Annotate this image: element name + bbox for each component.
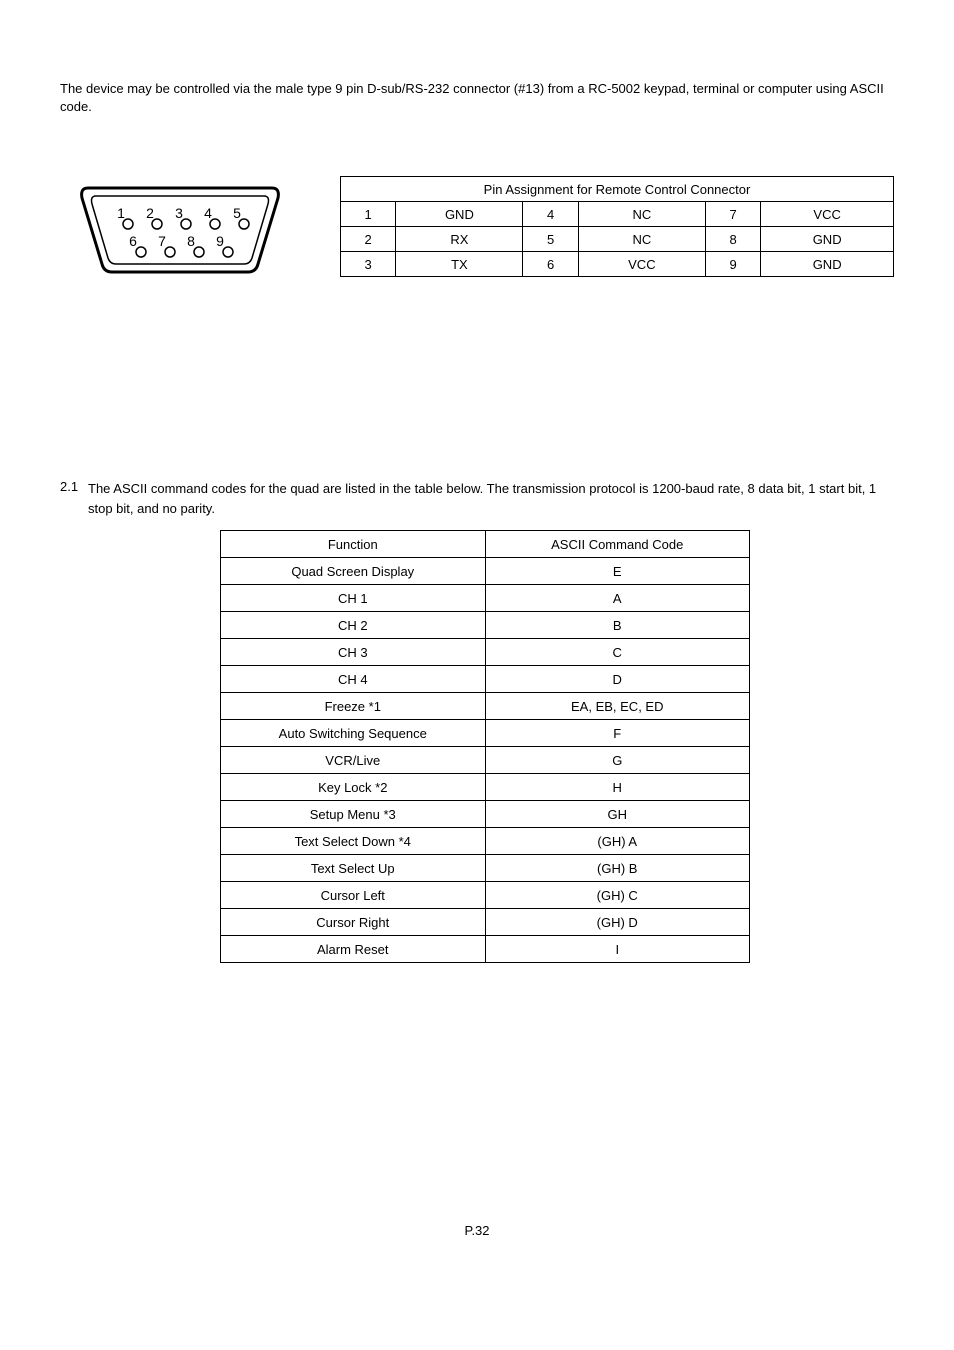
cmd-cell: EA, EB, EC, ED xyxy=(485,693,750,720)
table-row: CH 4D xyxy=(221,666,750,693)
table-row: Freeze *1EA, EB, EC, ED xyxy=(221,693,750,720)
section-description: The ASCII command codes for the quad are… xyxy=(88,479,894,518)
pin-label-7: 7 xyxy=(158,233,166,249)
pin-assignment-table: Pin Assignment for Remote Control Connec… xyxy=(340,176,894,277)
pin-cell: 7 xyxy=(705,202,760,227)
table-row: 3 TX 6 VCC 9 GND xyxy=(341,252,894,277)
table-row: Alarm ResetI xyxy=(221,936,750,963)
table-row: Function ASCII Command Code xyxy=(221,531,750,558)
db9-connector-diagram: 1 2 3 4 5 6 7 8 9 xyxy=(80,176,280,279)
column-header: Function xyxy=(221,531,486,558)
pin-assignment-table-wrap: Pin Assignment for Remote Control Connec… xyxy=(340,176,894,277)
section-number: 2.1 xyxy=(60,479,88,494)
page-number: P.32 xyxy=(60,1223,894,1238)
cmd-cell: Cursor Left xyxy=(221,882,486,909)
cmd-cell: VCR/Live xyxy=(221,747,486,774)
table-row: Text Select Up(GH) B xyxy=(221,855,750,882)
cmd-cell: C xyxy=(485,639,750,666)
cmd-cell: CH 2 xyxy=(221,612,486,639)
pin-label-5: 5 xyxy=(233,205,241,221)
upper-row: 1 2 3 4 5 6 7 8 9 xyxy=(60,176,894,279)
cmd-cell: Text Select Up xyxy=(221,855,486,882)
cmd-cell: Key Lock *2 xyxy=(221,774,486,801)
table-row: Text Select Down *4(GH) A xyxy=(221,828,750,855)
cmd-cell: CH 1 xyxy=(221,585,486,612)
pin-cell: 1 xyxy=(341,202,396,227)
cmd-cell: (GH) B xyxy=(485,855,750,882)
table-row: Auto Switching SequenceF xyxy=(221,720,750,747)
pin-cell: NC xyxy=(578,202,705,227)
pin-cell: GND xyxy=(396,202,523,227)
document-page: The device may be controlled via the mal… xyxy=(0,0,954,1278)
cmd-cell: Setup Menu *3 xyxy=(221,801,486,828)
pin-label-2: 2 xyxy=(146,205,154,221)
table-row: 1 GND 4 NC 7 VCC xyxy=(341,202,894,227)
cmd-cell: A xyxy=(485,585,750,612)
cmd-cell: Quad Screen Display xyxy=(221,558,486,585)
cmd-cell: CH 3 xyxy=(221,639,486,666)
table-row: CH 2B xyxy=(221,612,750,639)
cmd-cell: I xyxy=(485,936,750,963)
pin-cell: 2 xyxy=(341,227,396,252)
pin-cell: 5 xyxy=(523,227,578,252)
cmd-cell: H xyxy=(485,774,750,801)
table-row: 2 RX 5 NC 8 GND xyxy=(341,227,894,252)
table-row: Setup Menu *3GH xyxy=(221,801,750,828)
pin-label-1: 1 xyxy=(117,205,125,221)
cmd-cell: G xyxy=(485,747,750,774)
cmd-cell: Alarm Reset xyxy=(221,936,486,963)
cmd-cell: Freeze *1 xyxy=(221,693,486,720)
pin-cell: NC xyxy=(578,227,705,252)
table-row: Quad Screen DisplayE xyxy=(221,558,750,585)
cmd-cell: F xyxy=(485,720,750,747)
pin-cell: RX xyxy=(396,227,523,252)
pin-cell: VCC xyxy=(578,252,705,277)
section-2-1: 2.1 The ASCII command codes for the quad… xyxy=(60,479,894,518)
pin-cell: GND xyxy=(761,252,894,277)
cmd-cell: E xyxy=(485,558,750,585)
cmd-cell: CH 4 xyxy=(221,666,486,693)
table-row: CH 3C xyxy=(221,639,750,666)
cmd-cell: (GH) D xyxy=(485,909,750,936)
column-header: ASCII Command Code xyxy=(485,531,750,558)
pin-cell: 8 xyxy=(705,227,760,252)
table-row: Cursor Left(GH) C xyxy=(221,882,750,909)
pin-label-3: 3 xyxy=(175,205,183,221)
table-row: Cursor Right(GH) D xyxy=(221,909,750,936)
intro-paragraph: The device may be controlled via the mal… xyxy=(60,80,894,116)
cmd-cell: B xyxy=(485,612,750,639)
table-row: CH 1A xyxy=(221,585,750,612)
table-row: Key Lock *2H xyxy=(221,774,750,801)
pin-table-header: Pin Assignment for Remote Control Connec… xyxy=(341,177,894,202)
command-table: Function ASCII Command Code Quad Screen … xyxy=(220,530,750,963)
cmd-cell: GH xyxy=(485,801,750,828)
cmd-cell: D xyxy=(485,666,750,693)
pin-cell: 6 xyxy=(523,252,578,277)
pin-cell: 4 xyxy=(523,202,578,227)
pin-cell: TX xyxy=(396,252,523,277)
cmd-cell: Text Select Down *4 xyxy=(221,828,486,855)
cmd-cell: (GH) C xyxy=(485,882,750,909)
pin-cell: 9 xyxy=(705,252,760,277)
pin-label-4: 4 xyxy=(204,205,212,221)
table-row: VCR/LiveG xyxy=(221,747,750,774)
cmd-cell: (GH) A xyxy=(485,828,750,855)
cmd-cell: Cursor Right xyxy=(221,909,486,936)
pin-label-9: 9 xyxy=(216,233,224,249)
pin-cell: VCC xyxy=(761,202,894,227)
pin-label-8: 8 xyxy=(187,233,195,249)
pin-cell: 3 xyxy=(341,252,396,277)
pin-cell: GND xyxy=(761,227,894,252)
pin-label-6: 6 xyxy=(129,233,137,249)
cmd-cell: Auto Switching Sequence xyxy=(221,720,486,747)
command-table-wrap: Function ASCII Command Code Quad Screen … xyxy=(220,530,750,963)
